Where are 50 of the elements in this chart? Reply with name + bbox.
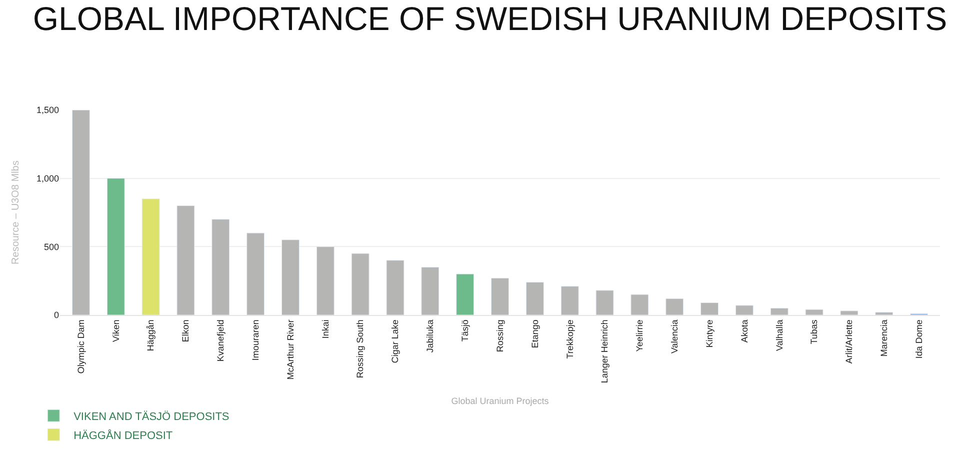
x-tick-label: Marencia [879, 320, 890, 357]
x-tick-label: Elkon [180, 320, 191, 342]
x-tick-label: Olympic Dam [76, 320, 86, 374]
x-tick-label: Kvanefjeld [216, 320, 226, 362]
bar [456, 274, 474, 315]
bar [700, 302, 718, 315]
bar [491, 278, 509, 315]
x-tick-label: Jabiluka [425, 320, 436, 353]
x-tick-label: Häggån [146, 320, 156, 352]
x-tick-label: Inkai [320, 320, 330, 339]
legend-label: HÄGGÅN DEPOSIT [74, 428, 173, 442]
x-tick-label: Rossing [494, 320, 505, 352]
bar [630, 294, 649, 315]
bar [735, 305, 754, 315]
x-tick-label: McArthur River [285, 320, 296, 380]
x-tick-label: Rossing South [355, 320, 366, 378]
x-tick-label: Arlit/Arlette [844, 320, 854, 364]
bar [840, 310, 858, 315]
x-tick-label: Kintyre [704, 320, 714, 348]
x-tick-label: Etango [530, 320, 540, 348]
bar [351, 253, 370, 315]
bar [560, 286, 579, 315]
bar [770, 308, 788, 315]
x-tick-label: Imouraren [250, 320, 260, 361]
x-tick-label: Yeelirrie [634, 320, 645, 352]
y-tick-label: 1,500 [36, 105, 59, 116]
bar [666, 298, 684, 315]
y-tick-label: 500 [44, 242, 59, 252]
y-tick-label: 0 [54, 310, 59, 320]
x-tick-label: Ida Dome [914, 320, 924, 359]
y-axis-title: Resource – U3O8 Mlbs [10, 160, 22, 264]
x-tick-label: Viken [110, 320, 121, 342]
x-tick-label: Täsjö [460, 320, 470, 342]
x-tick-label: Akota [739, 320, 750, 343]
x-tick-label: Langer Heinrich [600, 320, 610, 384]
bar [875, 312, 894, 315]
bar [526, 282, 544, 315]
bar [386, 260, 404, 315]
bar [596, 290, 614, 315]
chart-title: GLOBAL IMPORTANCE OF SWEDISH URANIUM DEPOSITS [32, 0, 948, 38]
y-tick-label: 1,000 [36, 173, 59, 184]
x-axis-title: Global Uranium Projects [451, 396, 550, 406]
x-tick-label: Valencia [670, 320, 680, 354]
bar [421, 266, 440, 315]
x-tick-label: Trekkopje [564, 320, 575, 359]
x-tick-label: Tubas [809, 319, 820, 344]
x-tick-label: Cigar Lake [390, 320, 400, 364]
legend-label: VIKEN AND TÄSJÖ DEPOSITS [74, 410, 230, 423]
x-tick-label: Valhalla [774, 320, 784, 351]
bar [805, 309, 824, 315]
